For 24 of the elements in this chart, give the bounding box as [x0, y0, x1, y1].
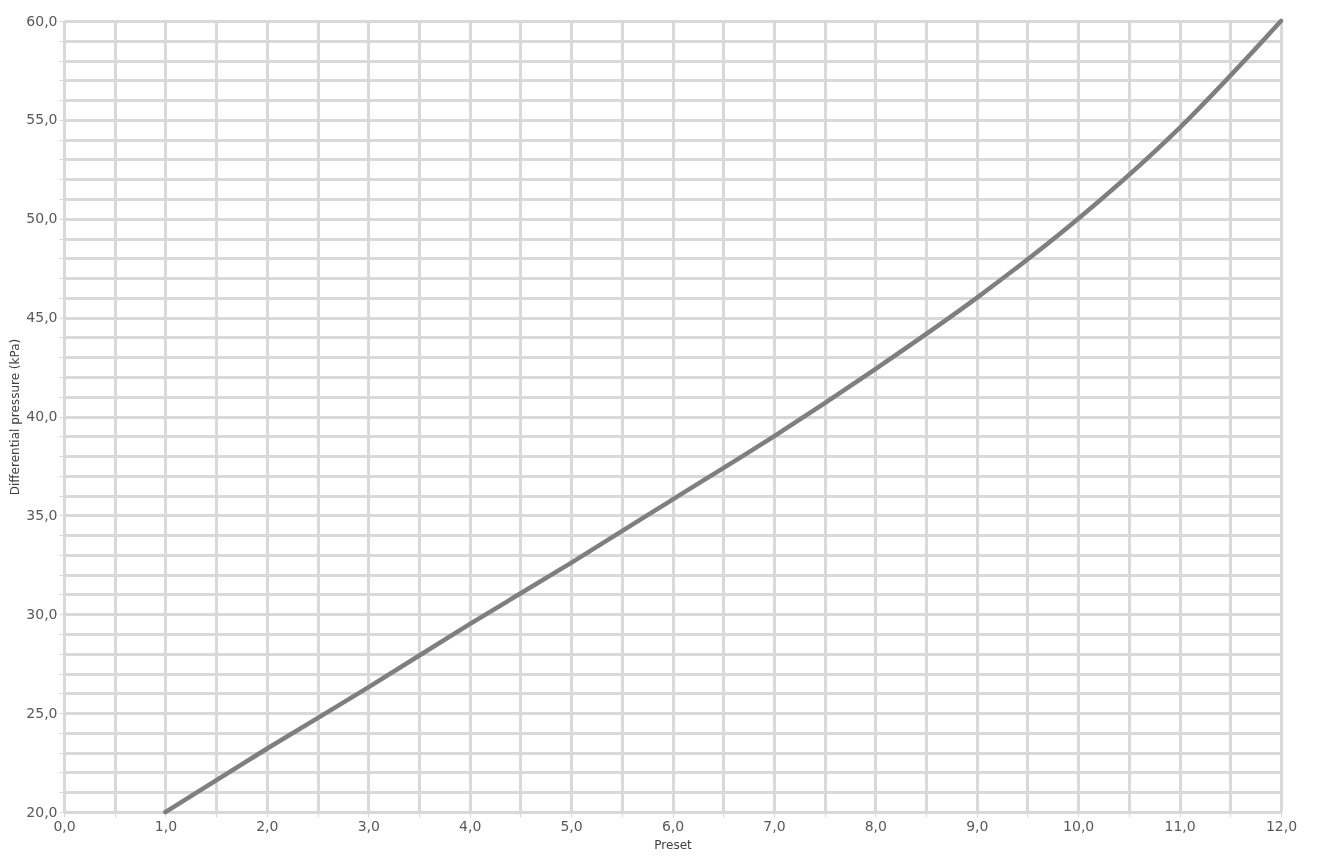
x-tick-label: 3,0 [357, 817, 380, 834]
y-tick-label: 60,0 [26, 12, 58, 29]
y-tick-label: 55,0 [26, 111, 58, 128]
x-tick-label: 0,0 [53, 817, 76, 834]
x-tick-label: 1,0 [154, 817, 178, 834]
x-tick-label: 11,0 [1164, 817, 1196, 834]
y-tick-label: 20,0 [26, 803, 58, 820]
y-axis-title: Differential pressure (kPa) [8, 338, 23, 496]
y-tick-label: 25,0 [26, 704, 58, 721]
x-tick-label: 5,0 [560, 817, 583, 834]
y-tick-label: 35,0 [26, 506, 58, 523]
x-tick-label: 4,0 [459, 817, 482, 834]
x-tick-label: 12,0 [1265, 817, 1298, 834]
y-tick-label: 30,0 [26, 605, 58, 622]
x-axis-title: Preset [654, 837, 692, 852]
x-tick-label: 6,0 [661, 817, 685, 834]
x-tick-label: 9,0 [966, 817, 989, 834]
x-tick-label: 8,0 [864, 817, 887, 834]
x-tick-label: 10,0 [1063, 817, 1095, 834]
y-tick-label: 50,0 [26, 210, 58, 227]
x-tick-label: 2,0 [256, 817, 279, 834]
y-tick-label: 45,0 [26, 309, 58, 326]
y-tick-label: 40,0 [26, 408, 58, 424]
x-tick-label: 7,0 [763, 817, 786, 834]
